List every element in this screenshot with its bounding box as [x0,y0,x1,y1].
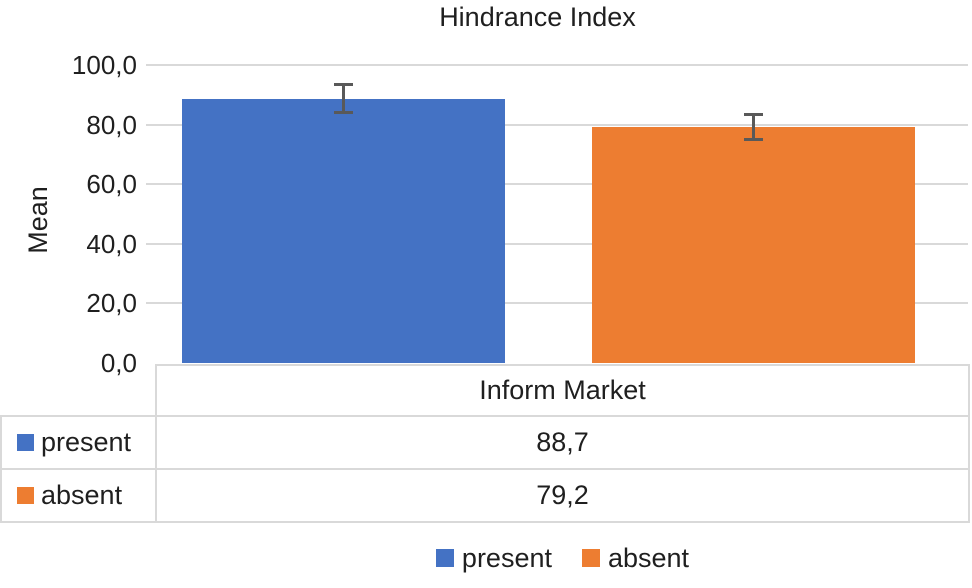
absent-swatch-icon [17,487,34,504]
legend-label: present [461,542,552,573]
plot-area [155,64,968,363]
gridline [155,302,968,305]
error-bar-cap [334,111,353,115]
error-bar-cap [744,113,763,117]
table-row-key-present: present [0,415,155,470]
y-tick-label: 100,0 [71,50,137,80]
legend-label: absent [607,542,690,573]
chart-legend: present absent [155,538,970,578]
present-swatch-icon [17,434,34,451]
y-tick-label: 80,0 [86,109,137,140]
y-tick-mark [146,123,155,126]
error-bar-cap [744,137,763,141]
y-tick-label: 20,0 [86,288,137,319]
table-header-category: Inform Market [155,364,970,417]
table-row-key-absent: absent [0,470,155,523]
legend-item-present: present [435,542,552,574]
bar-absent [592,126,915,363]
error-bar-present [342,84,345,114]
absent-swatch-icon [581,549,600,567]
y-tick-label: 40,0 [86,228,137,259]
y-tick-mark [146,302,155,305]
gridline [155,64,968,66]
y-tick-mark [146,64,155,66]
y-tick-label: 60,0 [86,169,137,200]
y-tick-mark [146,242,155,245]
chart-title: Hindrance Index [439,2,636,32]
legend-item-absent: absent [581,542,690,574]
y-tick-label: 0,0 [100,348,137,378]
bar-present [182,98,505,363]
gridline [155,183,968,186]
error-bar-cap [334,83,353,87]
present-swatch-icon [435,549,454,567]
gridline [155,242,968,245]
error-bar-absent [752,114,755,140]
table-row-label: absent [41,480,123,510]
gridline [155,123,968,126]
table-value-present: 88,7 [155,417,970,470]
table-row-label: present [41,427,132,457]
y-tick-mark [146,183,155,186]
table-value-absent: 79,2 [155,470,970,523]
